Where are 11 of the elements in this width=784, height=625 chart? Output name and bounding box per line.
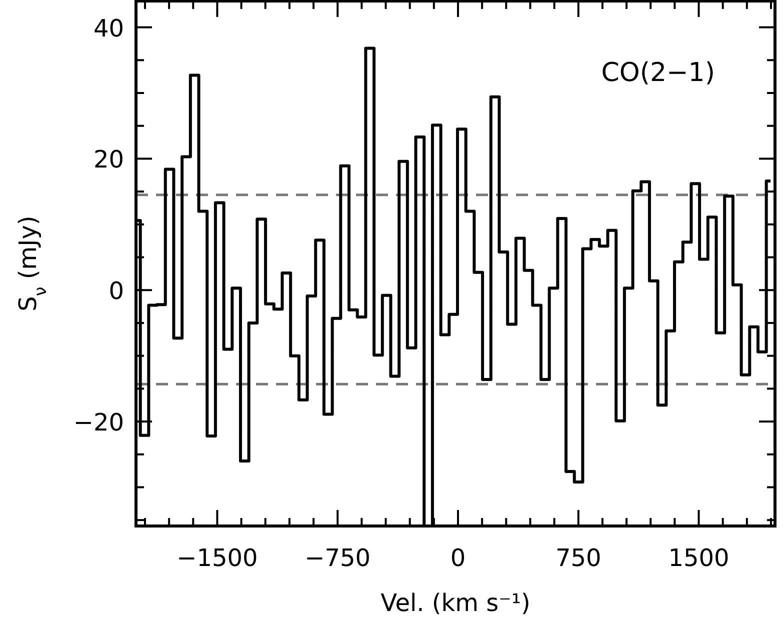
y-tick-label: 40: [93, 14, 124, 42]
x-tick-label: 1500: [668, 544, 730, 572]
x-tick-label: −1500: [176, 544, 258, 572]
y-tick-label: 20: [93, 146, 124, 174]
y-tick-label: 0: [108, 277, 124, 306]
annotation: CO(2−1): [601, 58, 715, 88]
x-tick-label: 750: [555, 544, 602, 572]
y-tick-label: −20: [73, 408, 124, 437]
x-axis-title: Vel. (km s⁻¹): [380, 589, 530, 617]
x-tick-label: 0: [450, 544, 466, 572]
x-tick-label: −750: [304, 544, 371, 572]
